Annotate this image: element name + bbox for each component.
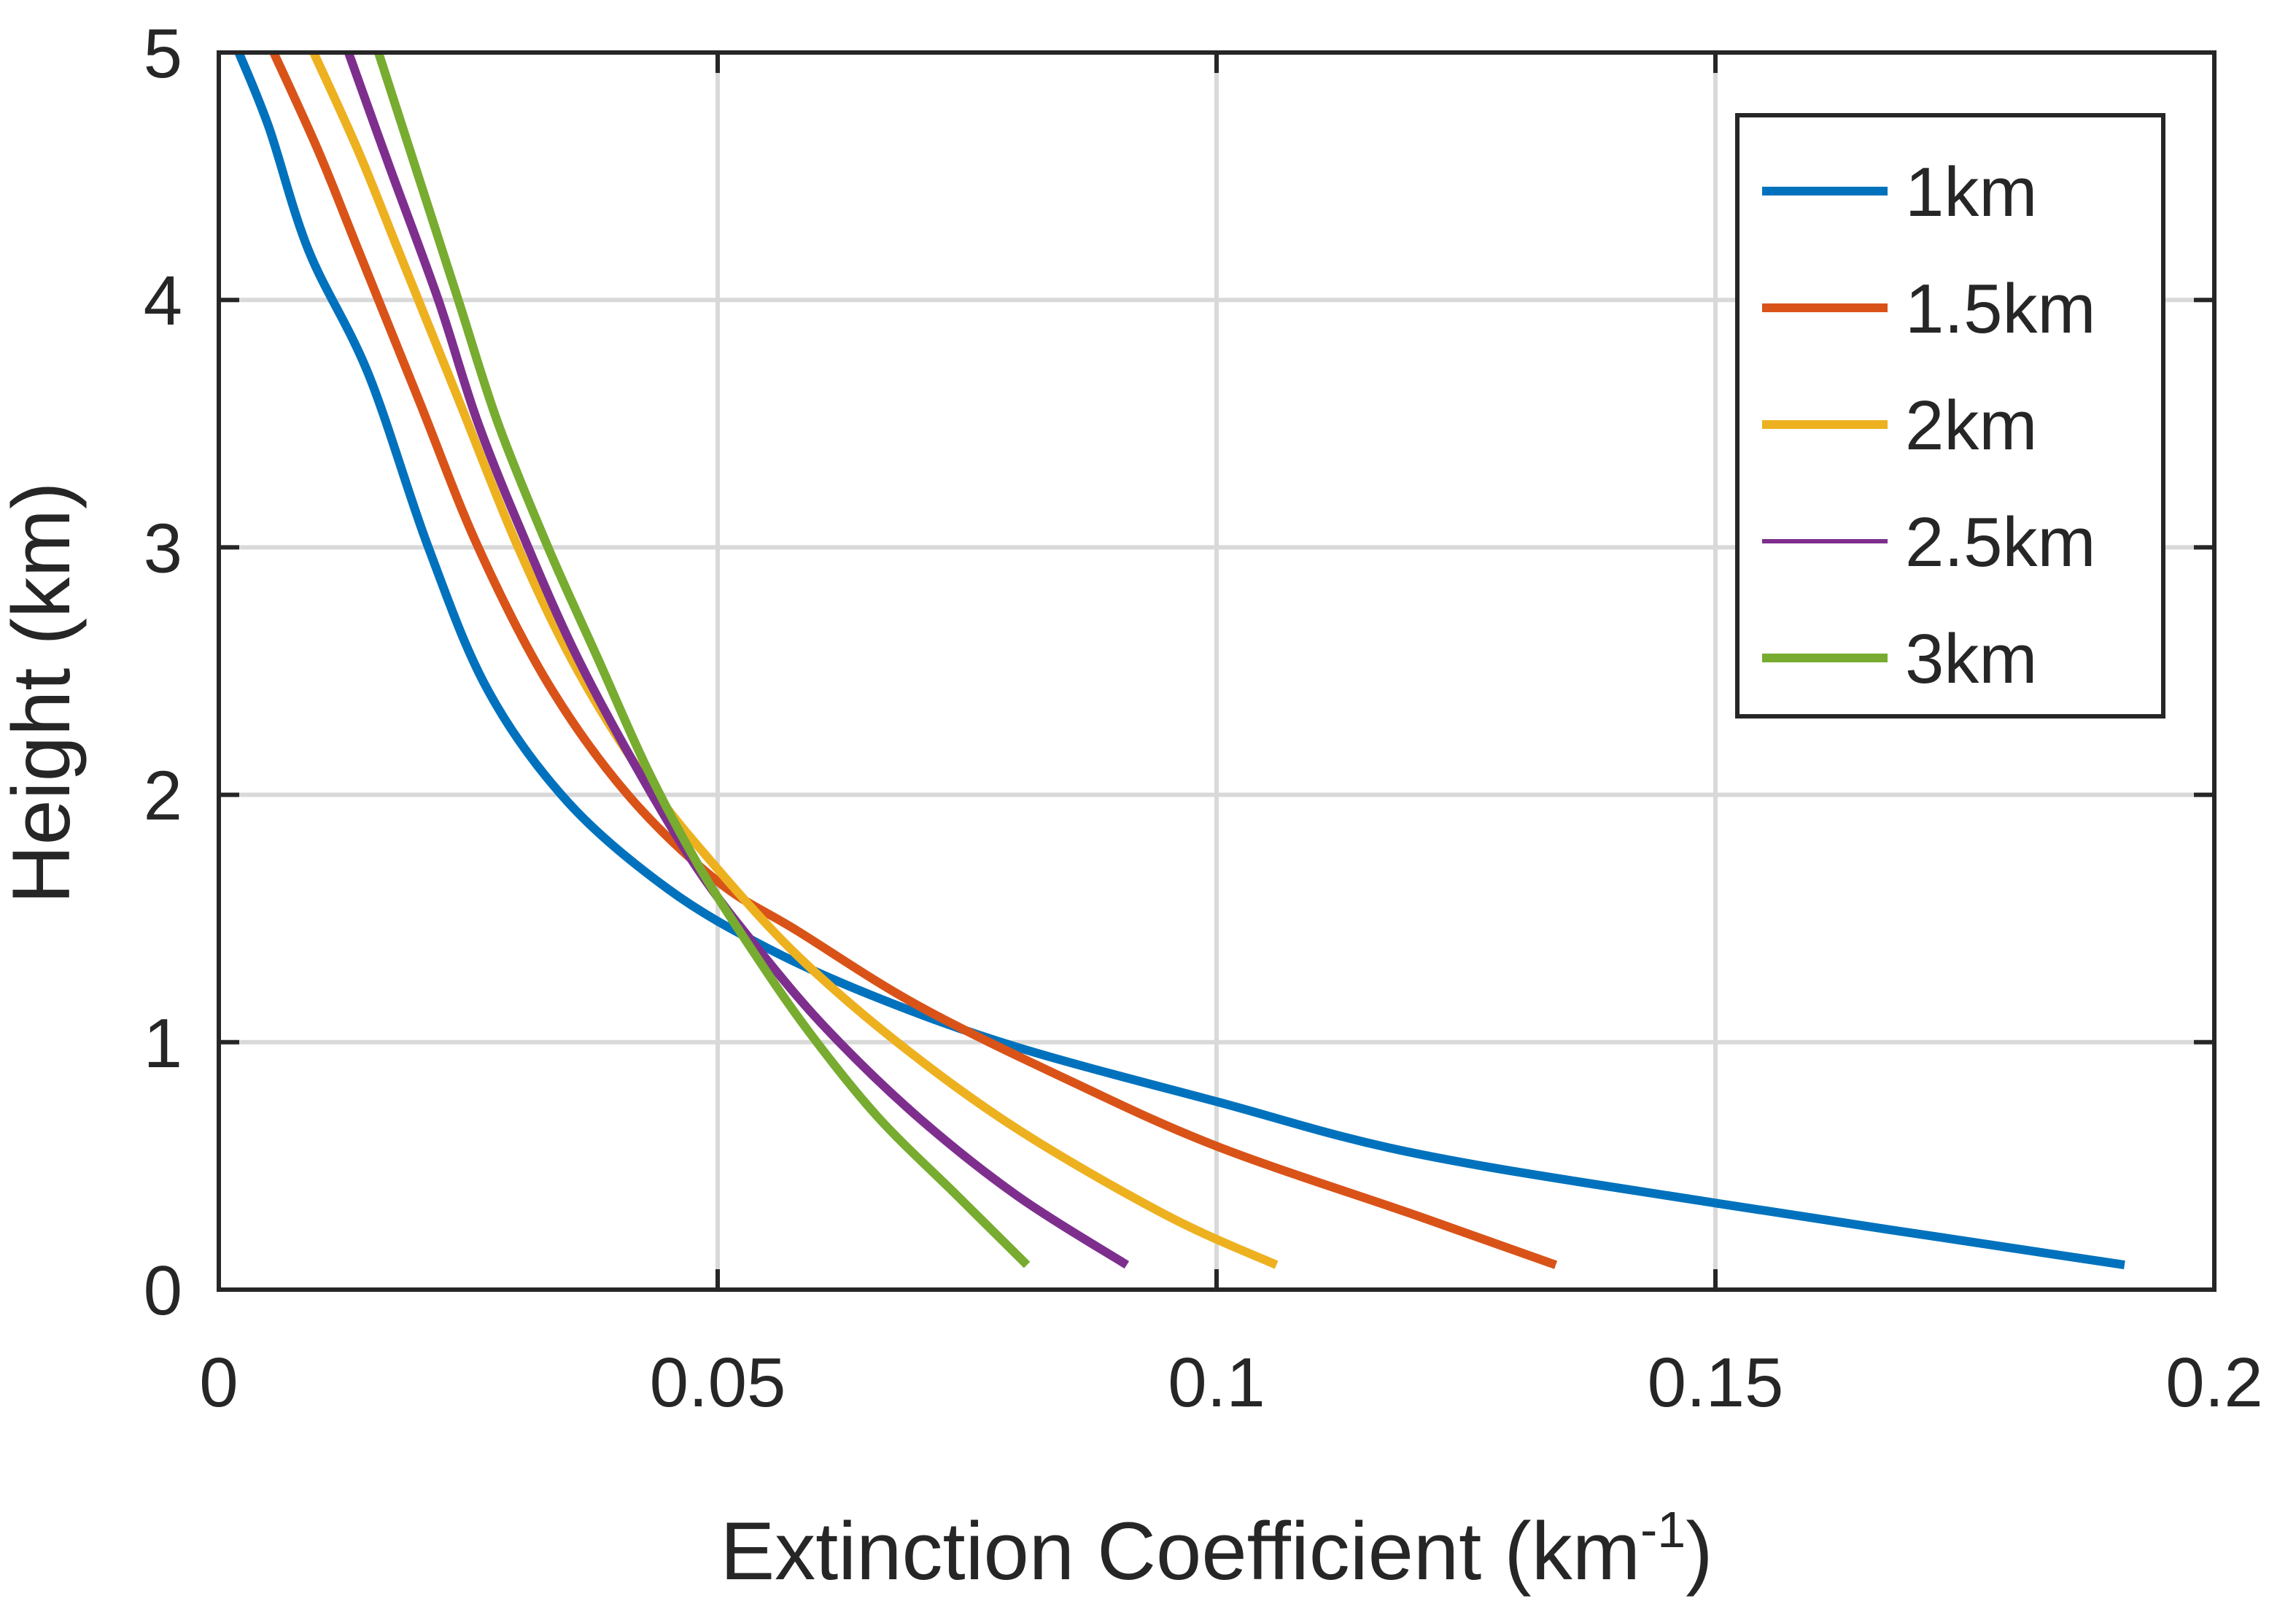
series-lines [234, 50, 2125, 1270]
y-tick-label-0: 0 [144, 1252, 182, 1330]
legend-items: 1km 1.5km 2km 2.5km 3km [1762, 153, 2095, 698]
legend-label-2km: 2km [1905, 387, 2037, 465]
series-line-2.5km [344, 50, 1130, 1269]
series-line-1.5km [269, 50, 1558, 1269]
x-axis-label-suffix: ) [1686, 1506, 1713, 1597]
legend-label-1km: 1km [1905, 153, 2037, 231]
x-axis-label: Extinction Coefficient (km-1) [720, 1501, 1713, 1597]
axis-ticks [217, 50, 2217, 1292]
x-tick-label-1: 0.05 [650, 1344, 786, 1422]
x-axis-label-main: Extinction Coefficient (km [720, 1506, 1640, 1597]
legend-box [1735, 113, 2165, 718]
y-tick-label-2: 2 [144, 757, 182, 835]
series-line-3km [374, 51, 1031, 1268]
x-tick-labels: 0 0.05 0.1 0.15 0.2 [199, 1344, 2262, 1422]
x-axis-label-superscript: -1 [1640, 1501, 1686, 1558]
y-tick-label-3: 3 [144, 509, 182, 587]
y-tick-label-1: 1 [144, 1004, 182, 1082]
legend-label-1.5km: 1.5km [1905, 270, 2095, 348]
y-tick-label-5: 5 [144, 15, 182, 93]
legend-label-2.5km: 2.5km [1905, 503, 2095, 581]
x-tick-label-3: 0.15 [1648, 1344, 1784, 1422]
x-tick-label-0: 0 [199, 1344, 238, 1422]
legend-label-3km: 3km [1905, 620, 2037, 698]
legend: 1km 1.5km 2km 2.5km 3km [1735, 113, 2165, 718]
y-tick-labels: 0 1 2 3 4 5 [144, 15, 182, 1330]
y-tick-label-4: 4 [144, 262, 182, 340]
y-axis-label: Height (km) [0, 482, 87, 905]
x-tick-label-4: 0.2 [2165, 1344, 2262, 1422]
x-tick-label-2: 0.1 [1168, 1344, 1265, 1422]
